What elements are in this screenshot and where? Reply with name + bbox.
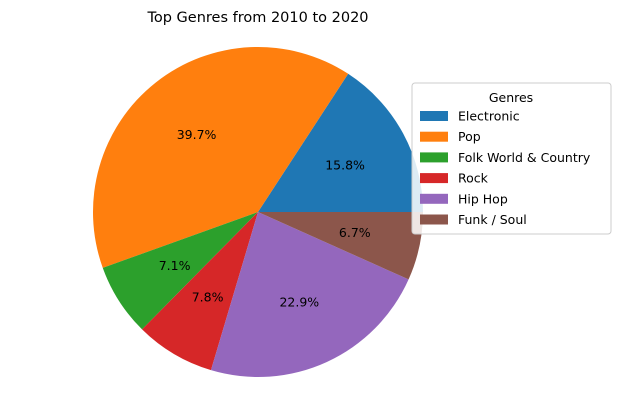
legend-swatch-hip-hop (420, 193, 448, 204)
pie-slice-hip-hop (210, 212, 409, 377)
chart-title: Top Genres from 2010 to 2020 (146, 10, 368, 26)
legend: Genres Electronic Pop Folk World & Country… (411, 82, 612, 235)
pie-slice-rock (142, 212, 258, 371)
percent-label-rock: 7.8% (192, 290, 224, 305)
pie-slice-funk-soul (258, 212, 423, 280)
legend-frame (411, 82, 612, 235)
legend-swatch-pop (420, 131, 448, 142)
legend-label-folk-world-country: Folk World & Country (458, 150, 591, 165)
legend-swatch-electronic (420, 111, 448, 121)
pie-slice-pop (92, 47, 349, 268)
legend-label-hip-hop: Hip Hop (458, 191, 508, 206)
legend-swatch-funk-soul (420, 214, 448, 225)
pie-slice-folk-world-country (102, 212, 259, 330)
percent-label-folk-world-country: 7.1% (159, 258, 191, 273)
percent-label-pop: 39.7% (177, 127, 217, 142)
legend-label-pop: Pop (458, 129, 481, 144)
legend-title: Genres (489, 90, 533, 105)
legend-swatch-folk-world-country (420, 152, 448, 163)
legend-items: Electronic Pop Folk World & Country Rock Hip… (420, 109, 591, 227)
percent-label-electronic: 15.8% (325, 157, 365, 172)
pie-slice-electronic (258, 73, 423, 212)
percent-label-hip-hop: 22.9% (279, 294, 319, 309)
percent-label-funk-soul: 6.7% (339, 225, 371, 240)
legend-label-electronic: Electronic (458, 109, 520, 124)
percent-labels: 15.8% 39.7% 7.1% 7.8% 22.9% 6.7% (159, 127, 371, 310)
legend-label-rock: Rock (458, 171, 489, 186)
legend-label-funk-soul: Funk / Soul (458, 212, 527, 227)
legend-swatch-rock (420, 173, 448, 184)
pie-slices (92, 47, 423, 377)
